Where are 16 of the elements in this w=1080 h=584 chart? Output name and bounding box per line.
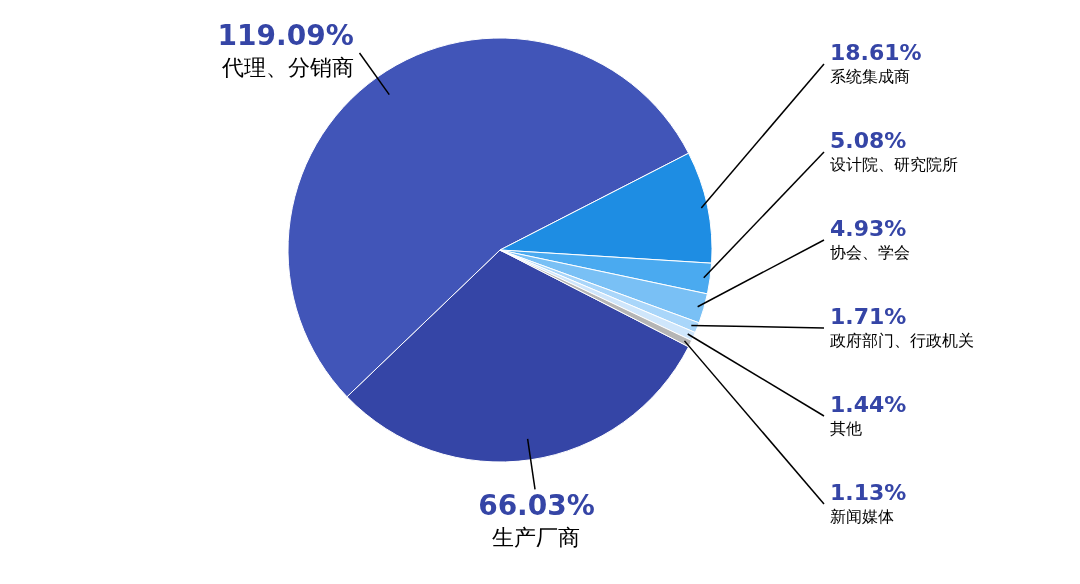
slice-label: 政府部门、行政机关 <box>830 332 974 349</box>
data-label: 4.93% <box>830 216 907 241</box>
data-label: 1.44% <box>830 392 907 417</box>
data-label: 66.03% <box>478 489 595 523</box>
data-label: 1.13% <box>830 480 907 505</box>
slice-label: 系统集成商 <box>830 68 910 85</box>
slice-label: 代理、分销商 <box>220 54 354 80</box>
data-label: 5.08% <box>830 128 907 153</box>
slice-label: 生产厂商 <box>492 525 581 551</box>
data-label: 119.09% <box>217 18 354 52</box>
slice-label: 其他 <box>830 420 862 437</box>
data-label: 1.71% <box>830 304 907 329</box>
slice-label: 协会、学会 <box>830 244 910 261</box>
slice-label: 设计院、研究院所 <box>830 156 958 173</box>
data-label: 18.61% <box>830 40 922 65</box>
slice-label: 新闻媒体 <box>830 508 894 525</box>
